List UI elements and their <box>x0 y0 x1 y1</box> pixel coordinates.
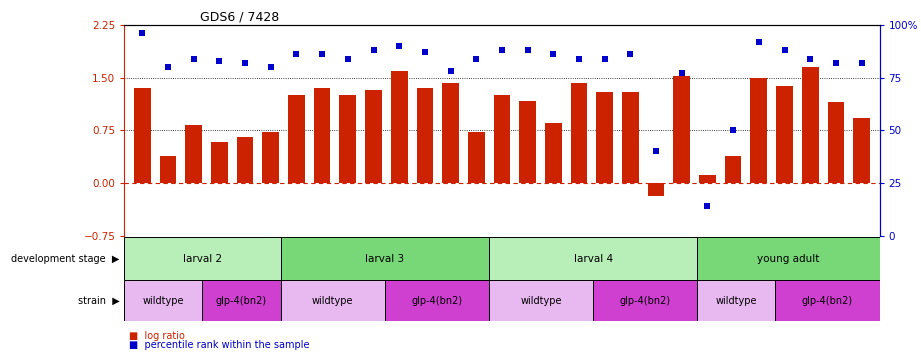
Point <box>315 52 330 57</box>
Bar <box>340 95 356 183</box>
Bar <box>828 102 845 183</box>
Bar <box>593 280 697 321</box>
Point <box>648 149 663 154</box>
Bar <box>802 67 819 183</box>
Point <box>752 39 766 45</box>
Point <box>726 127 740 133</box>
Bar <box>211 142 227 183</box>
Text: wildtype: wildtype <box>716 296 757 306</box>
Bar <box>545 123 562 183</box>
Point <box>700 203 715 209</box>
Bar <box>385 280 489 321</box>
Text: larval 3: larval 3 <box>366 254 404 264</box>
Bar <box>281 237 489 280</box>
Point <box>238 60 252 66</box>
Point <box>341 56 356 61</box>
Bar <box>725 156 741 183</box>
Point <box>160 64 175 70</box>
Bar <box>494 95 510 183</box>
Point <box>443 69 458 74</box>
Text: glp-4(bn2): glp-4(bn2) <box>620 296 670 306</box>
Point <box>495 47 509 53</box>
Bar <box>391 71 407 183</box>
Point <box>546 52 561 57</box>
Text: glp-4(bn2): glp-4(bn2) <box>216 296 267 306</box>
Point <box>829 60 844 66</box>
Point <box>803 56 818 61</box>
Bar <box>262 132 279 183</box>
Bar <box>519 101 536 183</box>
Bar <box>489 280 593 321</box>
Point <box>367 47 381 53</box>
Bar <box>597 92 613 183</box>
Bar <box>697 237 880 280</box>
Text: young adult: young adult <box>757 254 820 264</box>
Point <box>135 31 150 36</box>
Point <box>854 60 869 66</box>
Point <box>417 50 432 55</box>
Bar <box>203 280 281 321</box>
Bar <box>124 237 281 280</box>
Point <box>391 43 406 49</box>
Bar <box>622 92 639 183</box>
Point <box>520 47 535 53</box>
Bar <box>237 137 253 183</box>
Bar <box>775 280 880 321</box>
Bar <box>647 183 664 196</box>
Point <box>289 52 304 57</box>
Point <box>263 64 278 70</box>
Bar <box>185 125 202 183</box>
Bar <box>314 88 331 183</box>
Text: larval 4: larval 4 <box>574 254 612 264</box>
Bar <box>468 132 484 183</box>
Bar <box>365 90 382 183</box>
Text: glp-4(bn2): glp-4(bn2) <box>412 296 462 306</box>
Text: wildtype: wildtype <box>312 296 354 306</box>
Text: development stage  ▶: development stage ▶ <box>11 254 120 264</box>
Bar <box>159 156 176 183</box>
Bar <box>288 95 305 183</box>
Bar <box>281 280 385 321</box>
Point <box>598 56 612 61</box>
Bar <box>489 237 697 280</box>
Point <box>777 47 792 53</box>
Bar <box>124 280 203 321</box>
Text: wildtype: wildtype <box>143 296 184 306</box>
Point <box>186 56 201 61</box>
Bar <box>416 88 433 183</box>
Text: ■  percentile rank within the sample: ■ percentile rank within the sample <box>129 340 309 350</box>
Text: GDS6 / 7428: GDS6 / 7428 <box>200 11 279 24</box>
Point <box>623 52 637 57</box>
Text: ■  log ratio: ■ log ratio <box>129 331 185 341</box>
Bar <box>853 119 870 183</box>
Bar <box>776 86 793 183</box>
Bar <box>134 88 151 183</box>
Point <box>469 56 484 61</box>
Bar <box>571 83 588 183</box>
Bar <box>442 83 459 183</box>
Bar <box>673 76 690 183</box>
Point <box>674 71 689 76</box>
Bar <box>751 77 767 183</box>
Bar <box>697 280 775 321</box>
Text: larval 2: larval 2 <box>183 254 222 264</box>
Text: strain  ▶: strain ▶ <box>78 296 120 306</box>
Text: glp-4(bn2): glp-4(bn2) <box>802 296 853 306</box>
Text: wildtype: wildtype <box>520 296 562 306</box>
Point <box>212 58 227 64</box>
Bar <box>699 175 716 183</box>
Point <box>572 56 587 61</box>
